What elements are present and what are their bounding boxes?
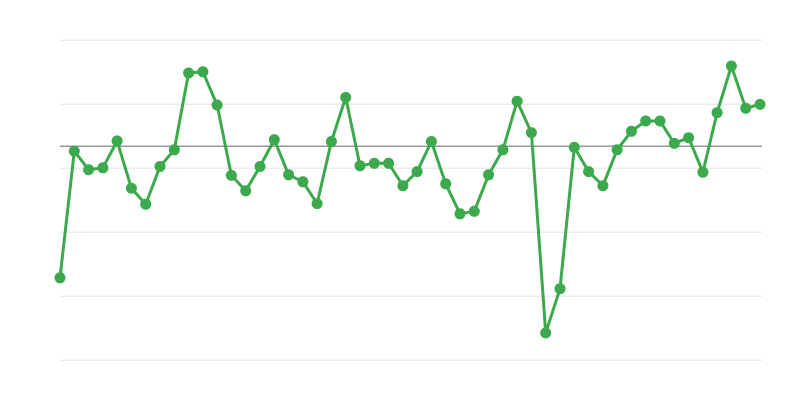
data-point[interactable] bbox=[340, 91, 352, 103]
data-point[interactable] bbox=[125, 182, 137, 194]
data-point[interactable] bbox=[440, 178, 452, 190]
data-point[interactable] bbox=[711, 107, 723, 119]
data-point[interactable] bbox=[211, 99, 223, 111]
data-point[interactable] bbox=[383, 157, 395, 169]
data-point[interactable] bbox=[511, 95, 523, 107]
data-point[interactable] bbox=[654, 115, 666, 127]
data-point[interactable] bbox=[697, 166, 709, 178]
data-point[interactable] bbox=[554, 283, 566, 295]
data-point[interactable] bbox=[397, 180, 409, 192]
data-point[interactable] bbox=[668, 137, 680, 149]
data-point[interactable] bbox=[725, 60, 737, 72]
data-point[interactable] bbox=[411, 166, 423, 178]
data-point[interactable] bbox=[468, 205, 480, 217]
data-point[interactable] bbox=[754, 98, 766, 110]
data-point[interactable] bbox=[240, 185, 252, 197]
data-point[interactable] bbox=[683, 132, 695, 144]
data-point[interactable] bbox=[297, 176, 309, 188]
data-point[interactable] bbox=[483, 169, 495, 181]
data-point[interactable] bbox=[525, 127, 537, 139]
data-point[interactable] bbox=[54, 272, 66, 284]
data-point[interactable] bbox=[368, 157, 380, 169]
data-point[interactable] bbox=[111, 135, 123, 147]
data-point[interactable] bbox=[325, 136, 337, 147]
data-point[interactable] bbox=[497, 144, 509, 156]
data-point[interactable] bbox=[68, 145, 80, 157]
data-point[interactable] bbox=[97, 162, 109, 174]
data-point[interactable] bbox=[225, 169, 237, 181]
data-point[interactable] bbox=[168, 144, 180, 156]
data-point[interactable] bbox=[311, 198, 323, 210]
data-point[interactable] bbox=[740, 102, 752, 114]
data-point[interactable] bbox=[454, 208, 466, 220]
data-point[interactable] bbox=[154, 161, 166, 172]
data-point[interactable] bbox=[254, 161, 266, 172]
data-point[interactable] bbox=[640, 115, 652, 127]
data-point[interactable] bbox=[197, 66, 209, 78]
data-point[interactable] bbox=[83, 164, 95, 176]
data-point[interactable] bbox=[425, 136, 437, 147]
data-point[interactable] bbox=[540, 327, 552, 339]
data-point[interactable] bbox=[625, 125, 637, 137]
data-point[interactable] bbox=[268, 134, 280, 146]
data-point[interactable] bbox=[140, 198, 152, 210]
data-point[interactable] bbox=[283, 169, 295, 181]
data-point[interactable] bbox=[597, 180, 609, 192]
data-point[interactable] bbox=[183, 67, 195, 79]
data-point[interactable] bbox=[354, 160, 366, 172]
data-point[interactable] bbox=[568, 141, 580, 153]
data-point[interactable] bbox=[583, 166, 595, 178]
data-point[interactable] bbox=[611, 144, 623, 156]
